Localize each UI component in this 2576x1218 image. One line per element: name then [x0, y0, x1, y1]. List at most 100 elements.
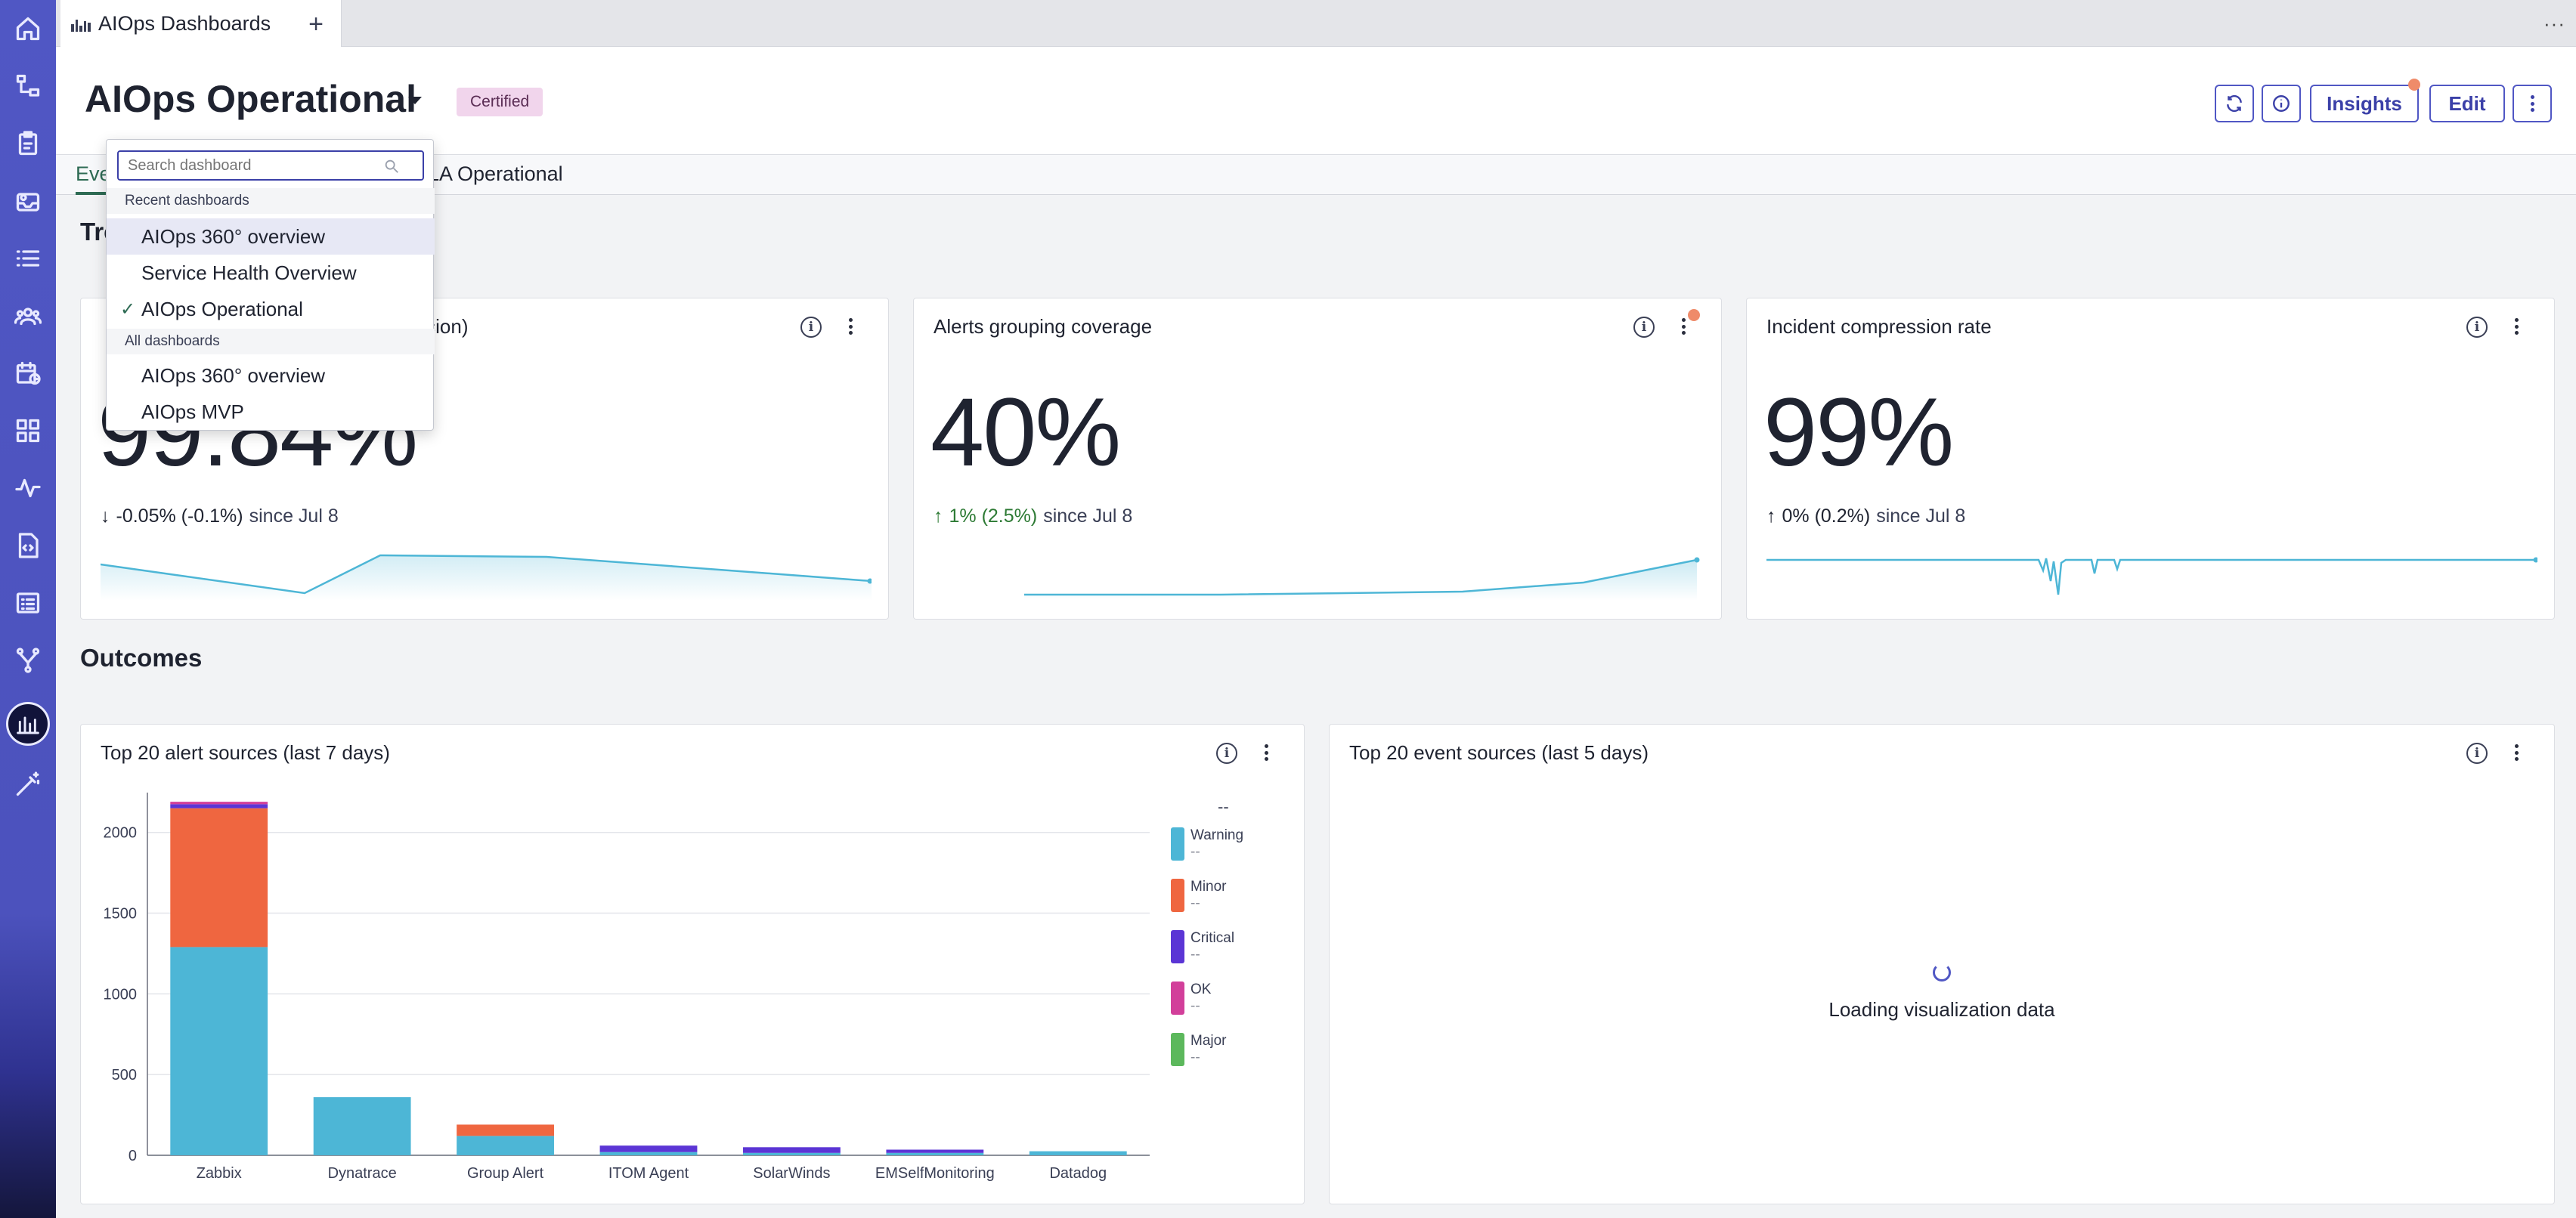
info-icon[interactable]: i — [2466, 743, 2488, 764]
info-icon[interactable]: i — [800, 317, 822, 338]
legend-item-critical[interactable]: Critical -- — [1171, 930, 1234, 963]
card-title: Incident compression rate — [1766, 315, 1992, 338]
report-list-icon[interactable] — [0, 580, 56, 626]
metric-value: 40% — [930, 379, 1121, 487]
dropdown-item-recent[interactable]: AIOps 360° overview — [107, 218, 435, 255]
bar-segment-warning — [886, 1152, 984, 1155]
legend-swatch — [1171, 930, 1184, 963]
bar-segment-warning — [457, 1136, 554, 1155]
section-heading-outcomes: Outcomes — [80, 644, 203, 672]
info-icon[interactable]: i — [2466, 317, 2488, 338]
tab-la-operational[interactable]: LA Operational — [428, 162, 563, 185]
card-menu-kebab-icon[interactable] — [1259, 740, 1274, 765]
magic-wand-icon[interactable] — [0, 762, 56, 807]
dropdown-item-recent-selected[interactable]: ✓ AIOps Operational — [107, 291, 435, 327]
header-more-button[interactable] — [2513, 85, 2552, 122]
x-tick-label: EMSelfMonitoring — [875, 1165, 995, 1182]
card-menu-kebab-icon[interactable] — [2509, 740, 2524, 765]
info-icon — [2273, 95, 2290, 112]
bar-segment-minor — [170, 808, 268, 948]
home-icon[interactable] — [0, 6, 56, 51]
search-dashboard-input[interactable] — [117, 150, 424, 181]
event-sources-chart-card: Top 20 event sources (last 5 days) i Loa… — [1329, 724, 2555, 1204]
metric-value: 99% — [1763, 379, 1954, 487]
workflow-icon[interactable] — [0, 63, 56, 109]
dropdown-item-label: AIOps Operational — [141, 297, 303, 320]
grid-icon[interactable] — [0, 408, 56, 453]
dashboard-subtabs: Eve LA Operational — [56, 154, 2576, 195]
arrow-up-icon: ↑ — [1766, 505, 1776, 527]
info-icon[interactable]: i — [1216, 743, 1237, 764]
card-title: Alerts grouping coverage — [933, 315, 1153, 338]
legend-label: Warning -- — [1190, 827, 1244, 860]
left-nav-rail — [0, 0, 56, 1218]
insights-button[interactable]: Insights — [2310, 85, 2419, 122]
y-tick-label: 2000 — [104, 825, 138, 842]
card-menu-kebab-icon[interactable] — [1676, 314, 1691, 339]
tab-events[interactable]: Eve — [76, 162, 111, 185]
stacked-bar-chart: 0 500 1000 1500 2000 Zabbix Dynatrace Group Ale… — [104, 793, 1150, 1182]
tab-aiops-dashboards[interactable]: AIOps Dashboards — [60, 0, 342, 47]
card-title: Top 20 event sources (last 5 days) — [1349, 741, 1649, 764]
tab-label: AIOps Dashboards — [98, 11, 271, 35]
bar-segment-critical — [743, 1147, 841, 1153]
sparkline — [1024, 557, 1700, 601]
dropdown-item-all[interactable]: AIOps 360° overview — [141, 363, 326, 387]
y-tick-label: 500 — [112, 1067, 137, 1084]
search-icon — [385, 159, 398, 173]
page-title[interactable]: AIOps Operational — [85, 78, 416, 120]
card-title: Top 20 alert sources (last 7 days) — [101, 741, 390, 764]
list-icon[interactable] — [0, 236, 56, 281]
legend-label: OK -- — [1190, 982, 1212, 1014]
metric-delta: ↓ -0.05% (-0.1%) since Jul 8 — [101, 505, 339, 527]
alert-sources-chart-card: Top 20 alert sources (last 7 days) i 0 50… — [80, 724, 1305, 1204]
code-file-icon[interactable] — [0, 523, 56, 568]
legend-swatch — [1171, 879, 1184, 912]
more-horizontal-icon[interactable]: ··· — [2543, 12, 2565, 35]
dashboards-icon[interactable] — [0, 701, 56, 747]
legend-item-minor[interactable]: Minor -- — [1171, 879, 1227, 912]
dropdown-item-recent[interactable]: Service Health Overview — [141, 261, 357, 284]
activity-icon[interactable] — [0, 465, 56, 511]
edit-button[interactable]: Edit — [2429, 85, 2505, 122]
delta-value: 0% (0.2%) — [1782, 505, 1871, 527]
tab-bar: AIOps Dashboards + ··· — [56, 0, 2576, 47]
legend-swatch — [1171, 982, 1184, 1015]
sparkline — [1766, 557, 2537, 595]
bar-chart-icon — [71, 15, 91, 32]
insights-notification-dot — [2408, 79, 2420, 91]
sparkline — [101, 554, 872, 601]
legend-item-major[interactable]: Major -- — [1171, 1033, 1227, 1066]
x-tick-label: Group Alert — [467, 1165, 544, 1182]
info-icon[interactable]: i — [1633, 317, 1655, 338]
legend-value: -- — [1190, 947, 1200, 963]
caret-down-icon[interactable] — [408, 97, 422, 104]
clipboard-icon[interactable] — [0, 121, 56, 166]
card-notification-dot — [1688, 309, 1700, 321]
x-tick-label: SolarWinds — [753, 1165, 830, 1182]
loading-spinner-icon — [1933, 963, 1951, 982]
bar-segment-minor — [457, 1124, 554, 1136]
legend-item-ok[interactable]: OK -- — [1171, 982, 1211, 1015]
calendar-clock-icon[interactable] — [0, 351, 56, 396]
kebab-icon — [2525, 94, 2540, 113]
bar-segment-critical — [599, 1145, 698, 1152]
metric-delta: ↑ 0% (0.2%) since Jul 8 — [1766, 505, 1965, 527]
bar-segment-warning — [313, 1097, 411, 1155]
branch-icon[interactable] — [0, 638, 56, 683]
inbox-icon[interactable] — [0, 178, 56, 224]
legend-item-warning[interactable]: Warning -- — [1171, 827, 1243, 861]
new-tab-button[interactable]: + — [308, 9, 324, 39]
dropdown-item-all[interactable]: AIOps MVP — [141, 400, 244, 423]
card-menu-kebab-icon[interactable] — [843, 314, 858, 339]
legend-label: Major -- — [1190, 1033, 1227, 1065]
x-tick-label: Datadog — [1049, 1165, 1107, 1182]
users-icon[interactable] — [0, 293, 56, 339]
info-button[interactable] — [2262, 85, 2301, 122]
bar-segment-ok — [170, 802, 268, 805]
card-menu-kebab-icon[interactable] — [2509, 314, 2524, 339]
bar-segment-warning — [599, 1152, 698, 1155]
loading-message: Loading visualization data — [1828, 998, 2055, 1021]
checkmark-icon: ✓ — [120, 299, 136, 320]
refresh-button[interactable] — [2215, 85, 2254, 122]
